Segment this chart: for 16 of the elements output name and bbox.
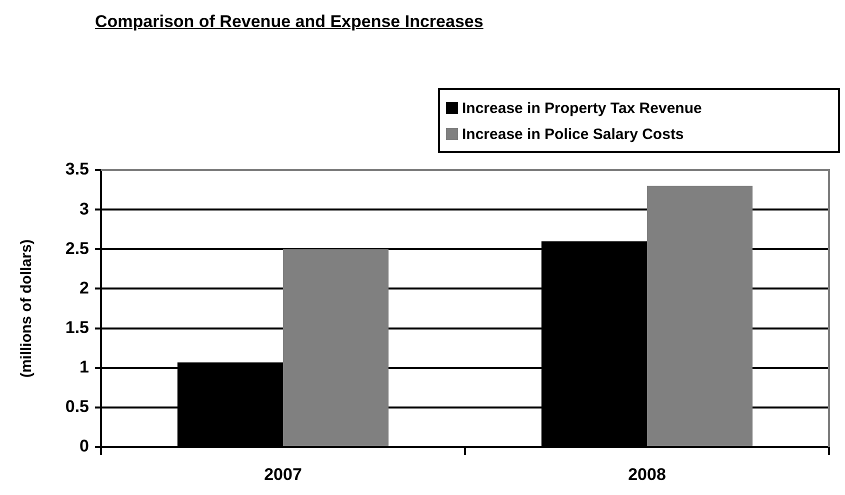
y-tick-label: 1.5 — [65, 318, 89, 337]
x-tick-label: 2007 — [264, 464, 302, 484]
legend-label: Increase in Property Tax Revenue — [462, 100, 702, 116]
bar — [647, 186, 753, 446]
legend-label: Increase in Police Salary Costs — [462, 126, 684, 142]
y-axis-title: (millions of dollars) — [18, 239, 36, 378]
bar — [283, 249, 389, 446]
chart-title: Comparison of Revenue and Expense Increases — [95, 12, 484, 32]
y-tick-label: 0 — [80, 436, 89, 456]
x-tick-label: 2008 — [628, 464, 666, 484]
y-tick-label: 3 — [80, 199, 89, 218]
y-tick-label: 1 — [80, 358, 89, 377]
y-tick-label: 2.5 — [65, 238, 89, 258]
y-tick-label: 2 — [80, 278, 89, 298]
y-tick-label: 0.5 — [65, 397, 89, 416]
y-tick-label: 3.5 — [65, 160, 89, 179]
